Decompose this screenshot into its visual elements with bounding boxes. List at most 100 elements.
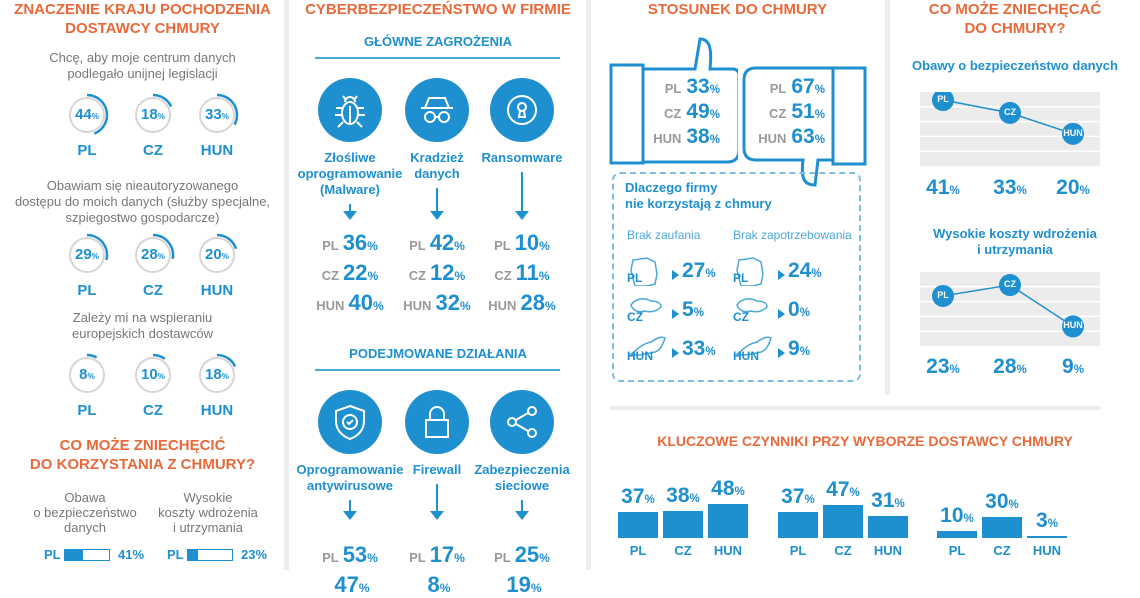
percent-sign: %: [454, 551, 465, 565]
percent-sign: %: [454, 269, 466, 283]
progress-value: 41%: [118, 547, 145, 562]
chart-title: i utrzymania: [977, 242, 1053, 257]
value-number: 8: [427, 572, 440, 597]
stat-value: 22%: [343, 260, 378, 285]
ring-value: 44%: [62, 106, 112, 123]
percent-sign: %: [87, 372, 95, 381]
country-label: CZ: [321, 268, 340, 283]
value-number: 33: [682, 337, 706, 360]
value-number: 31: [871, 489, 895, 513]
section-title: KLUCZOWE CZYNNIKI PRZY WYBORZE DOSTAWCY …: [657, 433, 1073, 449]
country-label: PL: [494, 550, 511, 565]
country-label: PL: [733, 271, 749, 285]
deterrent-label: i utrzymania: [172, 520, 244, 535]
value-number: 40: [348, 290, 373, 315]
stat-value: 8%: [427, 572, 450, 597]
column-divider: [586, 0, 591, 570]
percent-ring: [192, 90, 242, 140]
stat-row: PL 53%: [290, 542, 410, 568]
progress-bar: [64, 549, 110, 561]
value-number: 28: [520, 290, 545, 315]
country-outline-icon: [629, 256, 669, 287]
ring-value: 10%: [128, 366, 178, 383]
bar-value: 47%: [815, 478, 871, 502]
percent-sign: %: [1073, 364, 1084, 376]
percent-sign: %: [894, 498, 905, 511]
ring-value: 8%: [62, 366, 112, 383]
country-label: PL: [77, 282, 97, 299]
value-number: 42: [429, 230, 455, 255]
thumbs-down-icon: [738, 60, 868, 190]
chart-title: Obawy o bezpieczeństwo danych: [912, 58, 1118, 73]
item-label: antywirusowe: [307, 478, 393, 493]
bar-category: HUN: [873, 543, 903, 558]
percent-sign: %: [644, 494, 655, 507]
section-title: DO KORZYSTANIA Z CHMURY?: [29, 456, 256, 473]
country-label: HUN: [488, 298, 517, 313]
line-chart: [920, 272, 1100, 346]
value-number: 18: [140, 106, 158, 123]
percent-sign: %: [91, 252, 100, 261]
deterrent-label: Obawa: [64, 490, 106, 505]
data-point: [932, 284, 954, 307]
percent-sign: %: [367, 551, 378, 565]
country-label: HUN: [627, 349, 653, 363]
country-label: PL: [44, 547, 61, 562]
why-title: nie korzystają z chmury: [625, 196, 772, 211]
value-number: 10: [514, 230, 540, 255]
country-label: HUN: [316, 298, 345, 313]
percent-sign: %: [539, 239, 550, 253]
point-value: 33%: [980, 176, 1040, 200]
attitude-row: HUN 38%: [640, 125, 720, 149]
progress-value: 23%: [241, 547, 268, 562]
percent-sign: %: [814, 84, 825, 96]
bar: [663, 511, 703, 538]
play-marker-icon: [778, 306, 786, 319]
value-number: 37: [781, 485, 805, 509]
why-box: [612, 172, 861, 382]
ring-arc: [86, 93, 109, 135]
bar-category: PL: [629, 543, 647, 558]
item-label: (Malware): [320, 182, 380, 197]
stat-value: 32%: [435, 290, 470, 315]
stat-row: HUN 28%: [462, 290, 582, 316]
progress-bar: [187, 549, 233, 561]
attitude-value: 33%: [686, 75, 720, 98]
country-label: PL: [322, 238, 339, 253]
point-label: CZ: [1004, 106, 1016, 117]
value-number: 0: [788, 298, 800, 321]
value-number: 30: [985, 490, 1009, 513]
stat-row: CZ 22%: [290, 260, 410, 286]
attitude-row: PL 33%: [640, 75, 720, 99]
country-label: CZ: [143, 142, 163, 159]
deterrent-label: koszty wdrożenia: [158, 505, 258, 520]
point-value: 23%: [913, 355, 973, 379]
question-text: szpiegostwo gospodarcze): [65, 210, 220, 225]
stat-row: PL 36%: [290, 230, 410, 256]
value-number: 18: [204, 366, 222, 383]
country-label: HUN: [403, 298, 432, 313]
bar-value: 31%: [860, 489, 916, 513]
lock-icon: [405, 390, 469, 454]
value-number: 53: [342, 542, 368, 567]
percent-sign: %: [221, 372, 230, 381]
ring-arc: [216, 233, 238, 250]
point-value: 28%: [980, 355, 1040, 379]
heading-underline: [315, 369, 560, 371]
stat-row: CZ 11%: [462, 260, 582, 286]
question-text: dostępu do moich danych (służby specjaln…: [14, 194, 271, 209]
value-number: 10: [940, 504, 964, 527]
why-value: 24%: [788, 259, 822, 283]
play-marker-icon: [778, 267, 786, 280]
value-number: 41: [926, 176, 950, 199]
value-number: 28: [140, 246, 158, 263]
progress-fill: [188, 550, 199, 560]
value-number: 47: [826, 478, 850, 502]
ring-value: 28%: [128, 246, 178, 263]
heading-underline: [315, 57, 560, 59]
country-label: CZ: [143, 402, 163, 419]
percent-sign: %: [91, 112, 100, 121]
bar: [868, 516, 908, 538]
percent-sign: %: [849, 487, 860, 500]
value-number: 51: [791, 100, 815, 123]
